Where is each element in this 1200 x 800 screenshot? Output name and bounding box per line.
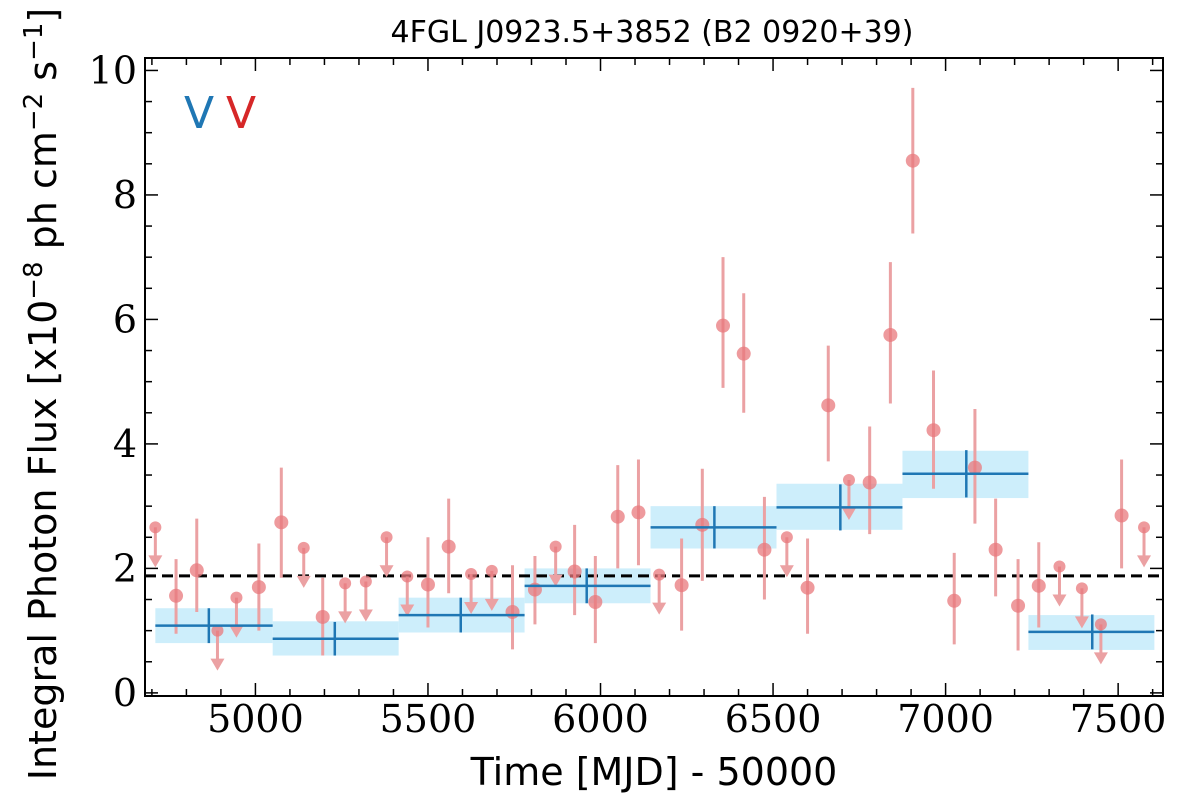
detection-point: [967, 460, 982, 475]
detection-point: [610, 509, 625, 524]
y-tick-label: 6: [113, 297, 137, 341]
detection-point: [189, 563, 204, 578]
x-tick-label: 5000: [207, 697, 304, 741]
upper-limit-arrow: [1093, 652, 1108, 665]
y-axis-label-exp: −8: [19, 261, 49, 299]
detection-point: [695, 517, 710, 532]
upper-limit-point: [380, 531, 393, 544]
detection-point: [274, 515, 289, 530]
y-axis-label-unit: ph cm: [21, 131, 65, 261]
upper-limit-point: [1094, 618, 1107, 631]
detection-point: [505, 604, 520, 619]
upper-limit-arrow: [148, 555, 163, 568]
upper-limit-point: [1138, 521, 1151, 534]
detection-point: [988, 542, 1003, 557]
detection-point: [1031, 578, 1046, 593]
chart-title: 4FGL J0923.5+3852 (B2 0920+39): [391, 15, 914, 50]
upper-limit-point: [465, 568, 478, 581]
upper-limit-arrow: [338, 611, 353, 624]
upper-limit-arrow: [1074, 616, 1089, 629]
x-tick-label: 7500: [1070, 697, 1167, 741]
upper-limit-point: [780, 531, 793, 544]
upper-limit-arrow: [358, 609, 373, 622]
x-tick-label: 5500: [380, 697, 477, 741]
detection-point: [1011, 598, 1026, 613]
detection-point: [800, 580, 815, 595]
upper-limit-arrow: [229, 625, 244, 638]
detection-point: [420, 577, 435, 592]
upper-limit-arrow: [841, 508, 856, 521]
upper-limit-point: [485, 564, 498, 577]
y-axis-label-unit2-exp: −1: [19, 23, 49, 61]
detection-point: [736, 346, 751, 361]
detection-point: [631, 505, 646, 520]
detection-point: [588, 595, 603, 610]
upper-limit-point: [359, 575, 372, 588]
detection-point: [862, 475, 877, 490]
upper-limit-arrow: [484, 598, 499, 611]
axis-ticks: 5000 5500 6000 6500 7000 7500 0 2 4 6 8 10: [89, 48, 1167, 741]
upper-limit-point: [842, 474, 855, 487]
upper-limit-arrow: [379, 565, 394, 578]
upper-limit-arrow: [652, 602, 667, 615]
upper-limit-arrow: [464, 602, 479, 615]
x-axis-label: Time [MJD] - 50000: [470, 750, 838, 794]
y-tick-label: 0: [113, 671, 137, 715]
y-tick-label: 8: [113, 173, 137, 217]
plot-frame: [144, 57, 1164, 697]
x-tick-label: 6000: [552, 697, 649, 741]
upper-limit-arrow: [1137, 555, 1152, 568]
upper-limit-point: [230, 591, 243, 604]
upper-limit-arrow: [548, 574, 563, 587]
detection-point: [926, 423, 941, 438]
detection-point: [757, 542, 772, 557]
upper-limit-point: [653, 568, 666, 581]
detection-point: [905, 153, 920, 168]
upper-limit-arrow: [779, 565, 794, 578]
detection-point: [169, 588, 184, 603]
upper-limit-arrow: [296, 575, 311, 588]
upper-limit-point: [149, 521, 162, 534]
y-axis-label: Integral Photon Flux [x10−8 ph cm−2 s−1]: [19, 8, 65, 781]
y-tick-label: 2: [113, 546, 137, 590]
upper-limit-arrow: [1052, 594, 1067, 607]
detection-point: [674, 578, 689, 593]
upper-limit-point: [401, 570, 414, 583]
upper-limit-point: [549, 540, 562, 553]
y-axis-label-unit-exp: −2: [19, 93, 49, 131]
detection-point: [883, 327, 898, 342]
x-tick-label: 7000: [897, 697, 994, 741]
y-axis-label-main: Integral Photon Flux [x10: [21, 300, 65, 781]
detection-point: [1114, 508, 1129, 523]
upper-limit-point: [339, 577, 352, 590]
y-axis-label-unit2: s: [21, 61, 65, 93]
detection-point: [821, 398, 836, 413]
upper-limit-point: [1075, 582, 1088, 595]
red-marker-label: V: [226, 88, 256, 139]
upper-limit-point: [297, 541, 310, 554]
detection-point: [567, 564, 582, 579]
detection-point: [716, 318, 731, 333]
plot-area: [145, 87, 1163, 671]
upper-limit-point: [1053, 560, 1066, 573]
detection-point: [947, 593, 962, 608]
upper-limit-arrow: [400, 604, 415, 617]
blue-marker-label: V: [184, 88, 214, 139]
detection-point: [315, 609, 330, 624]
detection-point: [441, 539, 456, 554]
detection-point: [251, 580, 266, 595]
x-tick-label: 6500: [725, 697, 822, 741]
upper-limit-point: [211, 624, 224, 637]
y-tick-label: 4: [113, 422, 137, 466]
upper-limit-arrow: [210, 658, 225, 671]
y-tick-label: 10: [89, 48, 137, 92]
y-axis-label-end: ]: [21, 8, 65, 23]
